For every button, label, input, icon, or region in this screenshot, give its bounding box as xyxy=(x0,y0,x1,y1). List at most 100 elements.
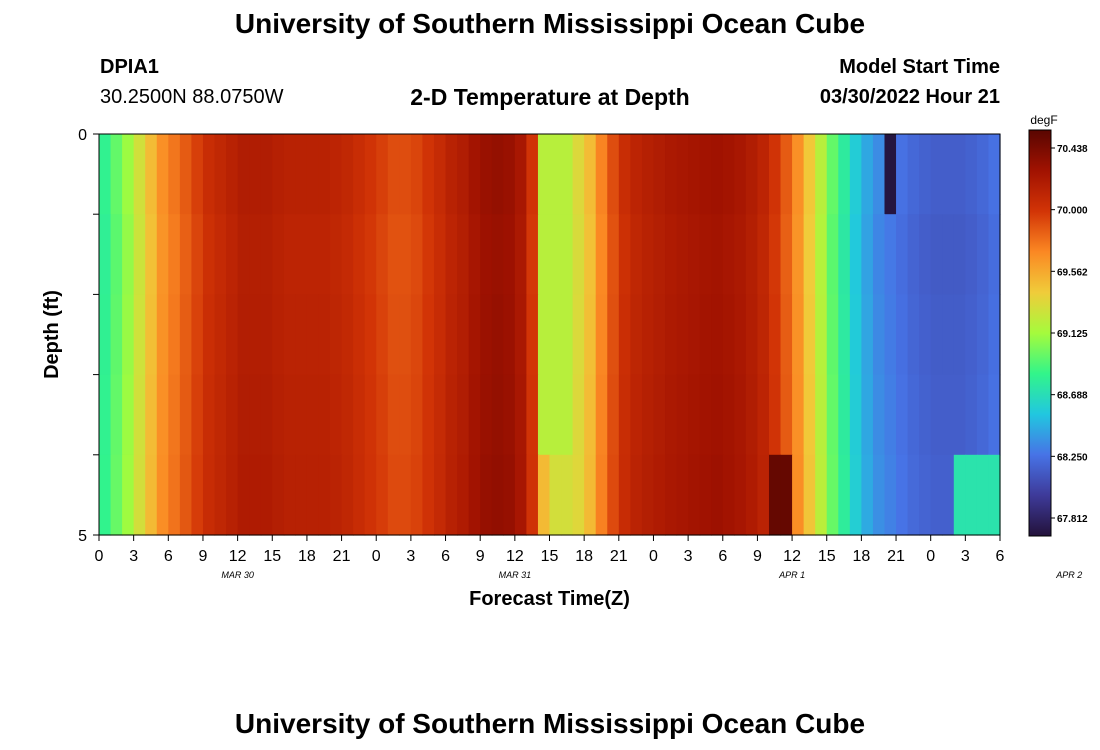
heatmap-area xyxy=(99,134,1001,536)
colorbar-unit-label: degF xyxy=(1030,113,1057,127)
heatmap-cell xyxy=(861,134,874,215)
heatmap-cell xyxy=(965,294,978,376)
heatmap-cell xyxy=(353,374,366,456)
heatmap-cell xyxy=(526,214,539,295)
heatmap-cell xyxy=(745,454,759,536)
heatmap-cell xyxy=(330,374,343,456)
heatmap-cell xyxy=(826,134,839,215)
heatmap-cell xyxy=(537,294,551,376)
heatmap-cell xyxy=(168,294,181,376)
heatmap-cell xyxy=(584,294,597,376)
heatmap-cell xyxy=(387,454,400,536)
heatmap-cell xyxy=(179,454,193,536)
heatmap-cell xyxy=(237,134,250,215)
heatmap-cell xyxy=(561,214,574,295)
heatmap-cell xyxy=(780,454,793,536)
heatmap-cell xyxy=(468,214,481,295)
heatmap-cell xyxy=(930,134,943,215)
heatmap-cell xyxy=(122,214,135,295)
heatmap-cell xyxy=(849,374,862,456)
heatmap-cell xyxy=(260,454,273,536)
heatmap-cell xyxy=(433,294,447,376)
heatmap-cell xyxy=(122,454,135,536)
heatmap-cell xyxy=(468,134,481,215)
heatmap-cell xyxy=(849,214,862,295)
heatmap-cell xyxy=(965,374,978,456)
heatmap-cell xyxy=(468,454,481,536)
heatmap-cell xyxy=(734,134,747,215)
heatmap-cell xyxy=(815,454,828,536)
heatmap-cell xyxy=(376,134,389,215)
heatmap-cell xyxy=(503,214,516,295)
heatmap-cell xyxy=(988,294,1001,376)
heatmap-cell xyxy=(214,214,227,295)
heatmap-cell xyxy=(861,214,874,295)
x-tick-label: 12 xyxy=(506,548,524,565)
heatmap-cell xyxy=(826,214,839,295)
heatmap-cell xyxy=(792,454,805,536)
heatmap-cell xyxy=(618,134,631,215)
heatmap-cell xyxy=(711,454,724,536)
heatmap-cell xyxy=(306,214,320,295)
heatmap-cell xyxy=(688,374,701,456)
heatmap-cell xyxy=(353,214,366,295)
heatmap-cell xyxy=(376,294,389,376)
heatmap-cell xyxy=(584,214,597,295)
heatmap-cell xyxy=(872,454,886,536)
heatmap-cell xyxy=(445,294,458,376)
heatmap-cell xyxy=(976,214,990,295)
heatmap-cell xyxy=(514,294,527,376)
heatmap-cell xyxy=(491,374,504,456)
heatmap-cell xyxy=(665,294,678,376)
heatmap-cell xyxy=(942,454,955,536)
heatmap-cell xyxy=(295,214,308,295)
heatmap-cell xyxy=(815,294,828,376)
heatmap-cell xyxy=(364,294,377,376)
heatmap-cell xyxy=(422,294,435,376)
heatmap-cell xyxy=(838,134,851,215)
heatmap-cell xyxy=(665,134,678,215)
heatmap-cell xyxy=(676,134,689,215)
heatmap-cell xyxy=(803,294,816,376)
heatmap-cell xyxy=(341,134,354,215)
heatmap-cell xyxy=(318,214,331,295)
heatmap-cell xyxy=(653,134,666,215)
heatmap-cell xyxy=(711,294,724,376)
heatmap-cell xyxy=(757,214,770,295)
heatmap-cell xyxy=(607,374,620,456)
heatmap-cell xyxy=(595,374,608,456)
heatmap-cell xyxy=(99,454,112,536)
heatmap-cell xyxy=(491,454,504,536)
heatmap-cell xyxy=(561,134,574,215)
heatmap-cell xyxy=(283,454,296,536)
temperature-chart: 05 0 3 6 9 12 15 18 21 0 3 6 9 12 15 18 21 0 3 6 9 12 15 18 21 0… xyxy=(41,113,1088,610)
heatmap-cell xyxy=(780,374,793,456)
heatmap-cell xyxy=(665,374,678,456)
heatmap-cell xyxy=(826,374,839,456)
heatmap-cell xyxy=(226,214,239,295)
heatmap-cell xyxy=(387,374,400,456)
heatmap-cell xyxy=(976,454,990,536)
heatmap-cell xyxy=(572,134,585,215)
station-coordinates: 30.2500N 88.0750W xyxy=(100,86,284,108)
heatmap-cell xyxy=(641,454,655,536)
x-tick-label: 6 xyxy=(441,548,450,565)
heatmap-cell xyxy=(283,134,296,215)
heatmap-cell xyxy=(953,134,966,215)
month-label: MAR 30 xyxy=(221,570,254,580)
heatmap-cell xyxy=(376,214,389,295)
x-tick-label: 21 xyxy=(333,548,351,565)
heatmap-cell xyxy=(953,454,966,536)
heatmap-cell xyxy=(156,214,169,295)
heatmap-cell xyxy=(399,214,412,295)
heatmap-cell xyxy=(422,374,435,456)
heatmap-cell xyxy=(872,214,886,295)
heatmap-cell xyxy=(849,294,862,376)
heatmap-cell xyxy=(168,134,181,215)
heatmap-cell xyxy=(722,294,735,376)
heatmap-cell xyxy=(376,374,389,456)
heatmap-cell xyxy=(295,454,308,536)
heatmap-cell xyxy=(249,214,262,295)
heatmap-cell xyxy=(595,294,608,376)
heatmap-cell xyxy=(768,134,782,215)
